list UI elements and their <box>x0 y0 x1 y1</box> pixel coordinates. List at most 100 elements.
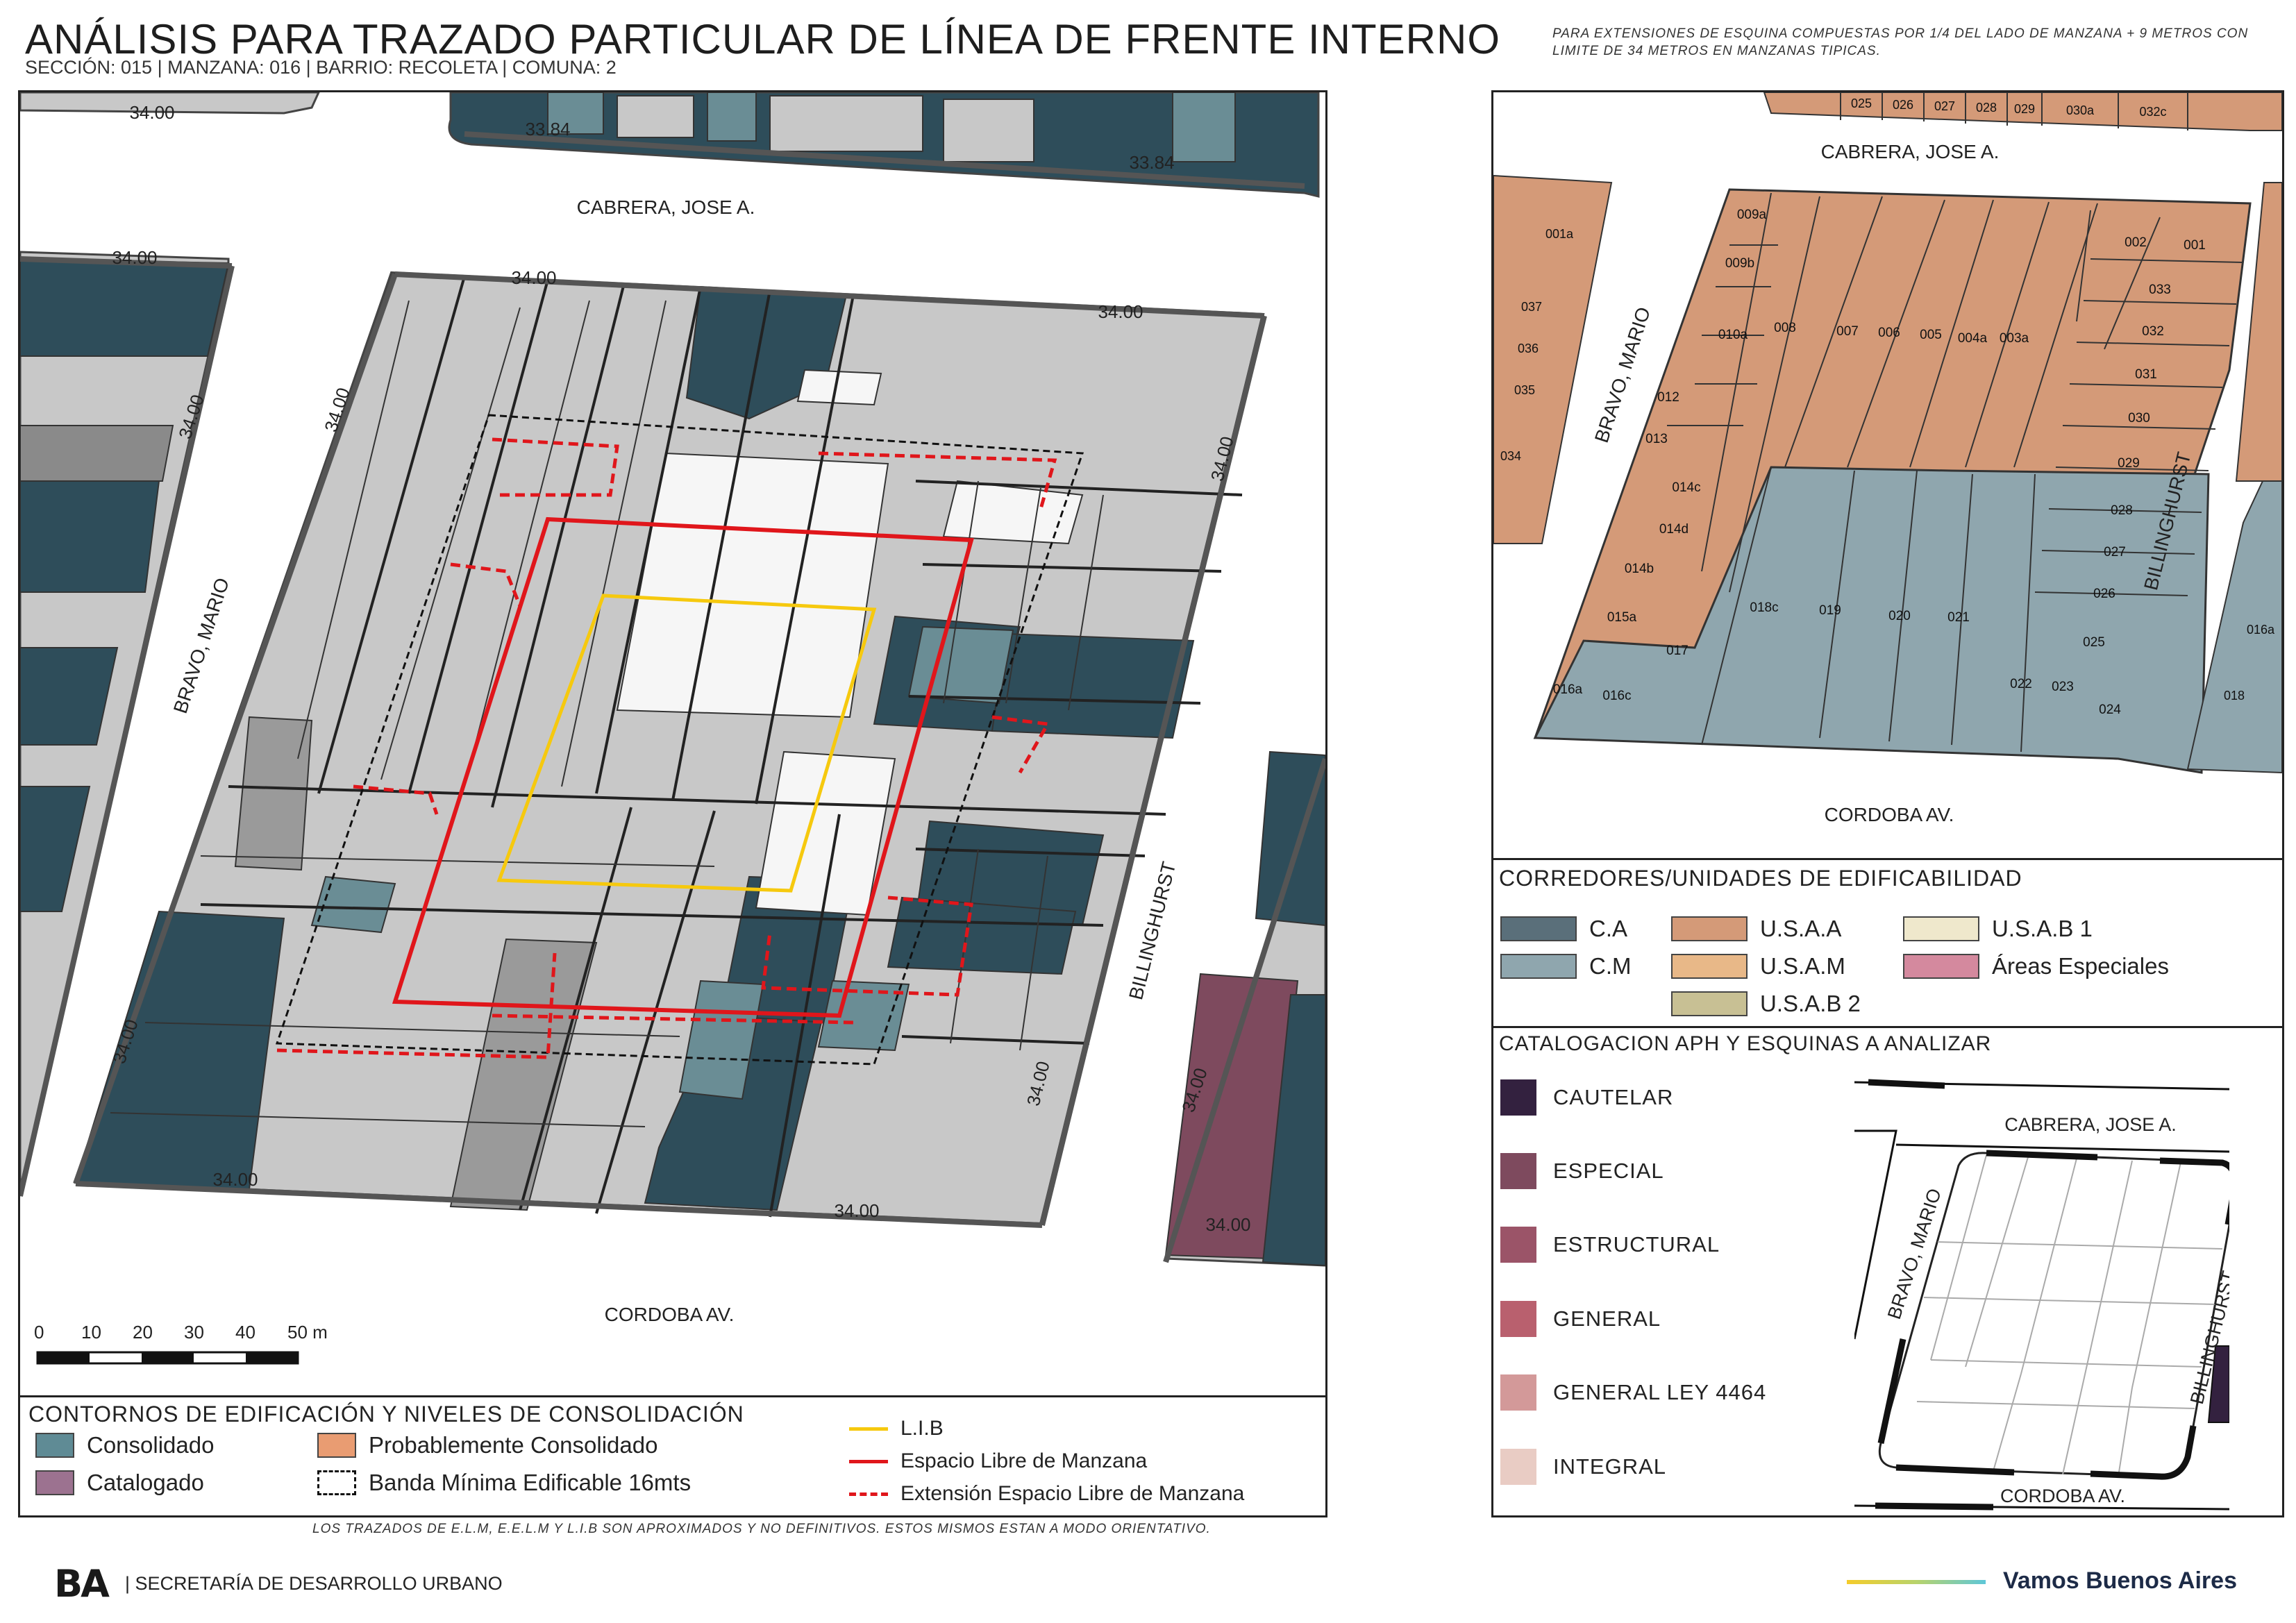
catalog-swatch <box>1500 1449 1536 1485</box>
legend-item-catalogado: Catalogado <box>35 1470 204 1496</box>
legend-label: U.S.A.B 2 <box>1760 991 1861 1016</box>
parcel-label: 032c <box>2139 105 2166 119</box>
legend-swatch <box>1671 916 1748 941</box>
legend-swatch <box>1903 954 1979 979</box>
scale-label: 50 m <box>287 1322 328 1343</box>
parcel-label: 029 <box>2014 102 2035 116</box>
legend-label: Espacio Libre de Manzana <box>900 1449 1148 1472</box>
parcel-label: 010a <box>1718 328 1748 342</box>
parcel-label: 005 <box>1920 328 1942 342</box>
parcel-label: 003a <box>2000 331 2029 346</box>
parcel-label: 025 <box>2083 635 2105 650</box>
legend-catalog-title: CATALOGACION APH Y ESQUINAS A ANALIZAR <box>1499 1032 1992 1055</box>
lib-line <box>496 594 877 893</box>
legend-line-extension: Extensión Espacio Libre de Manzana <box>849 1482 1244 1506</box>
legend-swatch <box>317 1470 356 1495</box>
dimension-label: 34.00 <box>1205 1214 1250 1235</box>
legend-swatch <box>35 1433 74 1458</box>
catalog-item-cautelar: CAUTELAR <box>1500 1079 1673 1116</box>
parcel-label: 023 <box>2052 680 2074 694</box>
parcel-label: 019 <box>1819 603 1841 618</box>
legend-label: Catalogado <box>87 1470 204 1495</box>
legend-line-swatch <box>849 1492 888 1496</box>
main-map-panel[interactable]: CABRERA, JOSE A. BRAVO, MARIO BILLINGHUR… <box>18 90 1327 1399</box>
scale-label: 40 <box>235 1322 255 1343</box>
parcel-label: 014b <box>1625 562 1654 576</box>
legend-line-swatch <box>849 1427 888 1431</box>
catalog-label: CAUTELAR <box>1553 1085 1674 1109</box>
street-label-bottom: CORDOBA AV. <box>605 1304 735 1325</box>
parcel-label: 029 <box>2118 456 2140 471</box>
catalog-label: GENERAL <box>1553 1306 1661 1331</box>
catalog-label: ESTRUCTURAL <box>1553 1232 1720 1256</box>
legend-label: U.S.A.M <box>1760 953 1845 979</box>
legend-item-usab1: U.S.A.B 1 <box>1903 916 2093 942</box>
catalog-label: INTEGRAL <box>1553 1454 1667 1479</box>
slogan-gradient-line <box>1847 1580 1986 1584</box>
parcel-label: 030 <box>2128 411 2150 426</box>
parcel-label: 006 <box>1878 326 1900 340</box>
page-subtitle: SECCIÓN: 015 | MANZANA: 016 | BARRIO: RE… <box>25 57 617 78</box>
legend-swatch <box>1671 954 1748 979</box>
street-label-right: BILLINGHURST <box>1125 859 1180 1002</box>
street-label-bottom: CORDOBA AV. <box>2000 1486 2125 1506</box>
parcel-label: 022 <box>2010 677 2032 691</box>
legend-label: Consolidado <box>87 1432 215 1458</box>
parcel-label: 021 <box>1947 610 1970 625</box>
parcel-label: 027 <box>2104 545 2126 560</box>
slogan: Vamos Buenos Aires <box>2003 1567 2237 1594</box>
legend-label: Probablemente Consolidado <box>369 1432 658 1458</box>
corner-extension-note: PARA EXTENSIONES DE ESQUINA COMPUESTAS P… <box>1552 26 2249 58</box>
catalog-swatch <box>1500 1301 1536 1337</box>
parcel-map[interactable]: 025 026 027 028 029 030a 032c CABRERA, J… <box>1493 92 2282 860</box>
main-map[interactable]: CABRERA, JOSE A. BRAVO, MARIO BILLINGHUR… <box>20 92 1325 1397</box>
scale-label: 20 <box>133 1322 153 1343</box>
catalog-item-integral: INTEGRAL <box>1500 1449 1666 1485</box>
legend-label: C.M <box>1589 953 1632 979</box>
parcel-label: 013 <box>1645 432 1668 446</box>
ba-logo: BA <box>54 1562 110 1606</box>
espacio-libre-manzana <box>392 516 974 1018</box>
parcel-label: 014d <box>1659 522 1689 537</box>
catalog-item-general: GENERAL <box>1500 1301 1661 1337</box>
parcel-label: 016c <box>1602 689 1631 703</box>
dimension-label: 33.84 <box>1129 152 1174 173</box>
street-label-top: CABRERA, JOSE A. <box>577 196 755 218</box>
legend-line-swatch <box>849 1459 888 1463</box>
parcel-label: 018 <box>2224 689 2245 703</box>
legend-label: U.S.A.B 1 <box>1992 916 2093 941</box>
parcel-label: 034 <box>1500 449 1521 463</box>
street-label-top: CABRERA, JOSE A. <box>2004 1114 2177 1135</box>
catalog-label: ESPECIAL <box>1553 1159 1664 1183</box>
legend-line-lib: L.I.B <box>849 1417 944 1440</box>
parcel-label: 026 <box>2093 587 2115 601</box>
parcel-label: 030a <box>2066 103 2095 117</box>
catalog-swatch <box>1500 1153 1536 1189</box>
parcel-label: 001a <box>1545 227 1574 241</box>
banda-minima-edificable <box>275 414 1084 1066</box>
parcel-label: 031 <box>2135 367 2157 382</box>
legend-item-ca: C.A <box>1500 916 1627 942</box>
legend-corridors-panel: CORREDORES/UNIDADES DE EDIFICABILIDAD C.… <box>1491 858 2284 1030</box>
dimension-label: 34.00 <box>129 102 174 123</box>
parcel-label: 001 <box>2184 238 2206 253</box>
parcel-label: 015a <box>1607 610 1637 625</box>
parcel-map-panel[interactable]: 025 026 027 028 029 030a 032c CABRERA, J… <box>1491 90 2284 862</box>
parcel-label: 035 <box>1514 383 1535 397</box>
parcel-label: 009b <box>1725 256 1754 271</box>
parcel-label: 028 <box>1976 101 1997 115</box>
legend-swatch <box>35 1470 74 1495</box>
parcel-label: 027 <box>1934 99 1955 113</box>
parcel-label: 020 <box>1888 609 1911 623</box>
legend-consolidation-title: CONTORNOS DE EDIFICACIÓN Y NIVELES DE CO… <box>28 1402 744 1427</box>
legend-item-areas-especiales: Áreas Especiales <box>1903 953 2169 979</box>
legend-item-usab2: U.S.A.B 2 <box>1671 991 1861 1017</box>
parcel-label: 008 <box>1774 321 1796 335</box>
parcel-label: 028 <box>2111 503 2133 518</box>
page-title: ANÁLISIS PARA TRAZADO PARTICULAR DE LÍNE… <box>25 16 1501 62</box>
legend-consolidation-panel: CONTORNOS DE EDIFICACIÓN Y NIVELES DE CO… <box>18 1395 1327 1517</box>
catalog-swatch <box>1500 1374 1536 1411</box>
parcel-label: 002 <box>2125 235 2147 250</box>
parcel-label: 018c <box>1750 600 1778 615</box>
scale-bar: 0 10 20 30 40 50 m <box>34 1322 328 1365</box>
